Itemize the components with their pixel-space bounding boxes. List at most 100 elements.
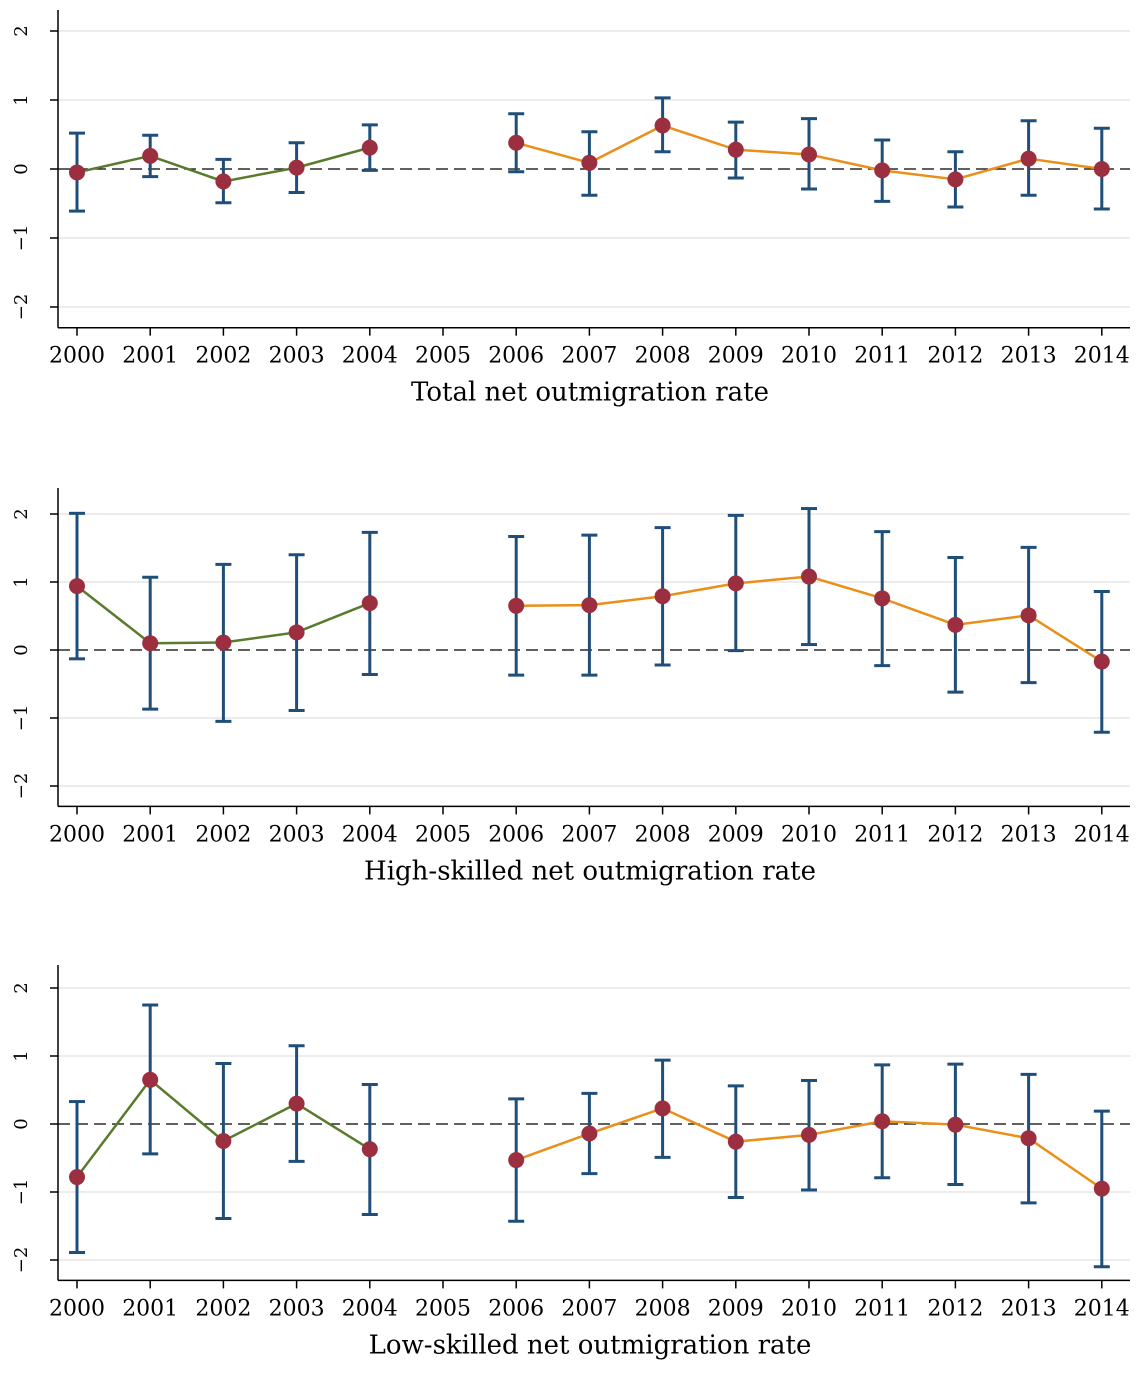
data-point: [215, 173, 232, 190]
x-tick-label: 2014: [1074, 1296, 1130, 1321]
data-point: [874, 1113, 891, 1130]
data-point: [801, 146, 817, 163]
x-tick-label: 2001: [122, 344, 178, 369]
x-tick-label: 2003: [269, 1296, 325, 1321]
data-point: [947, 616, 964, 633]
data-point: [142, 1071, 159, 1088]
data-point: [1093, 1180, 1110, 1197]
data-point: [142, 635, 159, 652]
y-tick-label: 1: [11, 94, 32, 105]
x-tick-label: 2004: [342, 822, 398, 847]
data-point: [69, 164, 85, 181]
data-point: [1093, 161, 1110, 177]
x-tick-label: 2001: [122, 1296, 178, 1321]
data-point: [874, 162, 891, 179]
series-2: [508, 507, 1110, 734]
series-2: [508, 96, 1110, 211]
data-point: [288, 159, 305, 176]
x-tick-label: 2007: [561, 822, 617, 847]
x-tick-label: 2011: [854, 1296, 910, 1321]
chart-panel-1: −2 −1 0 1 2 2000 2001 2002 2003 2004 2005 2006 2007 2…: [11, 10, 1130, 408]
data-point: [215, 1133, 232, 1149]
x-tick-label: 2006: [488, 1296, 544, 1321]
x-tick-label: 2007: [561, 344, 617, 369]
x-tick-label: 2002: [195, 1296, 251, 1321]
data-point: [1020, 607, 1037, 624]
x-tick-label: 2005: [415, 822, 471, 847]
x-tick-label: 2014: [1074, 822, 1130, 847]
y-tick-label: 0: [11, 163, 32, 174]
x-tick-label: 2000: [49, 1296, 105, 1321]
data-point: [508, 134, 525, 151]
x-tick-label: 2000: [49, 344, 105, 369]
x-tick-label: 2011: [854, 344, 910, 369]
y-tick-label: 1: [11, 576, 32, 587]
x-tick-label: 2009: [708, 344, 764, 369]
data-point: [361, 139, 378, 156]
y-tick-label: −1: [11, 225, 32, 252]
y-tick-label: −2: [11, 773, 32, 800]
x-tick-label: 2014: [1074, 344, 1130, 369]
data-point: [654, 588, 671, 605]
x-tick-label: 2006: [488, 344, 544, 369]
x-tick-label: 2006: [488, 822, 544, 847]
x-axis-title: Total net outmigration rate: [411, 378, 769, 408]
x-tick-label: 2011: [854, 822, 910, 847]
x-tick-label: 2012: [927, 1296, 983, 1321]
x-tick-label: 2013: [1001, 344, 1057, 369]
y-tick-label: −2: [11, 1247, 32, 1274]
x-tick-label: 2001: [122, 822, 178, 847]
y-tick-label: −1: [11, 1179, 32, 1206]
y-tick-label: −1: [11, 705, 32, 732]
x-tick-label: 2005: [415, 1296, 471, 1321]
x-tick-label: 2003: [269, 344, 325, 369]
data-point: [581, 154, 598, 171]
y-tick-label: 2: [11, 508, 32, 519]
data-point: [142, 147, 159, 164]
series-1: [69, 123, 378, 213]
series-1: [69, 1003, 378, 1255]
data-point: [727, 1133, 744, 1150]
x-tick-label: 2010: [781, 344, 837, 369]
data-point: [727, 141, 744, 158]
x-tick-label: 2013: [1001, 822, 1057, 847]
data-point: [947, 171, 964, 188]
x-tick-label: 2000: [49, 822, 105, 847]
data-point: [1020, 150, 1037, 167]
data-point: [1093, 653, 1110, 670]
x-tick-label: 2003: [269, 822, 325, 847]
data-point: [69, 578, 85, 595]
x-tick-label: 2008: [635, 822, 691, 847]
data-point: [508, 597, 525, 614]
x-tick-label: 2008: [635, 344, 691, 369]
x-tick-label: 2004: [342, 1296, 398, 1321]
x-tick-label: 2012: [927, 344, 983, 369]
data-point: [801, 568, 817, 585]
chart-panel-2: −2 −1 0 1 2 2000 2001 2002 2003 2004 2005 2006 2007 2…: [11, 488, 1130, 886]
data-point: [581, 597, 598, 614]
data-point: [801, 1126, 817, 1143]
y-tick-label: −2: [11, 294, 32, 321]
data-point: [874, 590, 891, 607]
data-point: [361, 595, 378, 612]
data-point: [654, 117, 671, 134]
y-tick-label: 2: [11, 982, 32, 993]
series-1: [69, 511, 378, 723]
x-tick-label: 2004: [342, 344, 398, 369]
x-tick-label: 2007: [561, 1296, 617, 1321]
x-tick-label: 2008: [635, 1296, 691, 1321]
x-tick-label: 2010: [781, 1296, 837, 1321]
data-point: [1020, 1130, 1037, 1147]
data-point: [215, 634, 232, 651]
y-tick-label: 0: [11, 1118, 32, 1129]
data-point: [727, 575, 744, 592]
data-point: [69, 1169, 85, 1186]
chart-panel-3: −2 −1 0 1 2 2000 2001 2002 2003 2004 2005 2006 2007 2…: [11, 965, 1130, 1360]
data-point: [654, 1100, 671, 1117]
x-tick-label: 2013: [1001, 1296, 1057, 1321]
y-tick-label: 2: [11, 25, 32, 36]
x-axis-title: High-skilled net outmigration rate: [364, 856, 816, 886]
x-tick-label: 2005: [415, 344, 471, 369]
x-tick-label: 2009: [708, 1296, 764, 1321]
